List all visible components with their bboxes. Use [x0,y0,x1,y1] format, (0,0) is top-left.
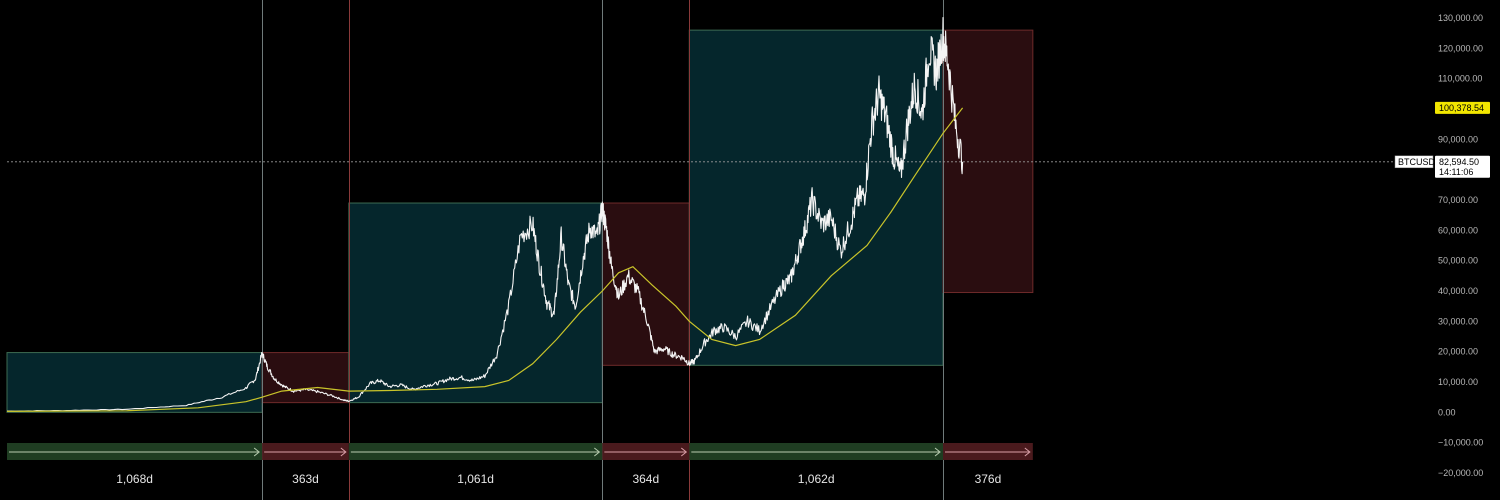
duration-label: 1,061d [457,472,494,486]
price-line [6,17,964,412]
y-tick-label: −10,000.00 [1438,438,1483,448]
countdown-label: 14:11:06 [1439,167,1473,177]
y-tick-label: 120,000.00 [1438,43,1483,53]
last-price-tag [1435,155,1490,178]
duration-label: 1,062d [798,472,835,486]
y-tick-label: 40,000.00 [1438,286,1478,296]
y-tick-label: 0.00 [1438,407,1456,417]
symbol-tag-label: BTCUSD [1398,157,1436,167]
duration-label: 376d [975,472,1002,486]
duration-bars [7,443,1033,460]
duration-label: 363d [292,472,319,486]
y-tick-label: 30,000.00 [1438,316,1478,326]
ma-price-tag [1435,101,1490,114]
phase-box-bear [942,29,1034,294]
phase-box-bull [688,29,944,366]
duration-arrow-head [1024,447,1031,457]
y-tick-label: 130,000.00 [1438,13,1483,23]
y-axis: 130,000.00 120,000.00 110,000.00 90,000.00 7… [1438,13,1483,478]
ma-price-tag-label: 100,378.54 [1439,103,1484,113]
y-tick-label: 20,000.00 [1438,347,1478,357]
moving-average-line [6,107,964,412]
symbol-tag [1394,155,1434,169]
phase-divider-lines [262,0,944,500]
series-layer [6,17,964,412]
y-tick-label: 50,000.00 [1438,256,1478,266]
y-tick-label: 70,000.00 [1438,195,1478,205]
duration-arrow-head [680,447,688,457]
last-price-tag-label: 82,594.50 [1439,157,1479,167]
phase-box-bull [348,202,603,404]
phase-box-bull [6,352,263,413]
duration-arrow-head [253,447,260,457]
duration-label: 364d [632,472,659,486]
y-tick-label: 60,000.00 [1438,225,1478,235]
y-tick-label: 90,000.00 [1438,134,1478,144]
y-tick-label: −20,000.00 [1438,468,1483,478]
duration-arrow-head [340,447,347,457]
phase-box-bear [601,202,690,366]
phase-box-bear [261,352,350,404]
duration-arrow-head [594,447,601,457]
duration-label: 1,068d [116,472,153,486]
duration-arrow-head [934,447,941,457]
duration-labels: 1,068d 363d 1,061d 364d 1,062d 376d [116,472,1001,486]
y-tick-label: 10,000.00 [1438,377,1478,387]
y-tick-label: 110,000.00 [1438,74,1482,84]
